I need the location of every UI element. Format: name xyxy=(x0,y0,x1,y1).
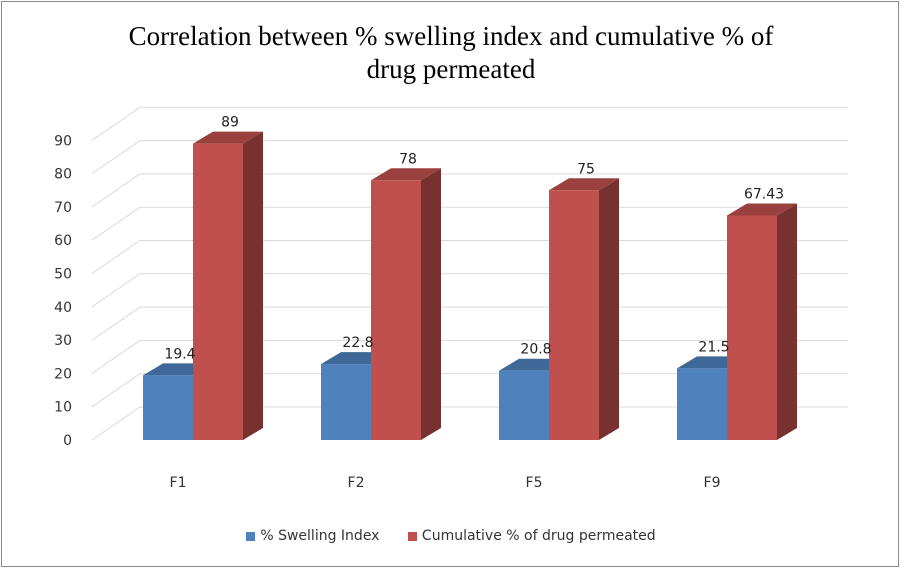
x-tick-label: F5 xyxy=(526,475,543,491)
data-label: 22.8 xyxy=(342,335,373,351)
bar-drug-permeated xyxy=(371,168,441,440)
data-label: 67.43 xyxy=(744,186,784,202)
legend-swatch-swelling-index xyxy=(246,531,256,541)
bar-front-face xyxy=(499,370,549,440)
y-tick-label: 20 xyxy=(54,366,72,382)
bar-front-face xyxy=(727,215,777,440)
y-tick-label: 60 xyxy=(54,233,72,249)
data-label: 20.8 xyxy=(520,342,551,358)
y-tick-label: 10 xyxy=(54,400,72,416)
bar-top-face xyxy=(727,203,797,216)
y-tick-label: 70 xyxy=(54,200,72,216)
gridline xyxy=(91,140,848,175)
legend-item-drug-permeated: Cumulative % of drug permeated xyxy=(407,528,656,544)
bar-front-face xyxy=(193,143,243,440)
bar-side-face xyxy=(777,203,797,440)
x-axis-ticks: F1 F2 F5 F9 xyxy=(170,475,721,491)
y-tick-label: 0 xyxy=(63,433,72,449)
bar-front-face xyxy=(549,190,599,440)
data-labels: 19.4 89 22.8 78 20.8 75 21.5 67.43 xyxy=(164,115,784,363)
bar-side-face xyxy=(421,168,441,440)
legend-item-swelling-index: % Swelling Index xyxy=(246,528,379,544)
chart-title-line-1: Correlation between % swelling index and… xyxy=(128,21,774,51)
data-label: 75 xyxy=(577,161,595,177)
data-label: 78 xyxy=(399,151,417,167)
bar-drug-permeated xyxy=(727,203,797,440)
x-tick-label: F1 xyxy=(170,475,187,491)
x-tick-label: F2 xyxy=(348,475,365,491)
bar-side-face xyxy=(243,131,263,440)
y-tick-label: 90 xyxy=(54,133,72,149)
y-tick-label: 40 xyxy=(54,300,72,316)
legend: % Swelling Index Cumulative % of drug pe… xyxy=(0,528,902,545)
bar-top-face xyxy=(549,178,619,191)
bar-front-face xyxy=(143,375,193,440)
data-label: 89 xyxy=(221,115,239,131)
bars xyxy=(143,131,797,440)
x-tick-label: F9 xyxy=(704,475,721,491)
y-tick-label: 50 xyxy=(54,267,72,283)
gridline xyxy=(91,173,848,208)
y-tick-label: 30 xyxy=(54,333,72,349)
y-axis-ticks: 0 10 20 30 40 50 60 70 80 90 xyxy=(54,133,72,449)
chart-title: Correlation between % swelling index and… xyxy=(0,20,902,86)
legend-label-drug-permeated: Cumulative % of drug permeated xyxy=(421,528,656,544)
legend-swatch-drug-permeated xyxy=(407,531,417,541)
bar-front-face xyxy=(371,180,421,440)
bar-drug-permeated xyxy=(549,178,619,440)
chart-title-line-2: drug permeated xyxy=(366,54,536,84)
bar-drug-permeated xyxy=(193,131,263,440)
legend-label-swelling-index: % Swelling Index xyxy=(260,528,380,544)
bar-side-face xyxy=(599,178,619,440)
gridline xyxy=(91,106,848,141)
bar-front-face xyxy=(321,364,371,440)
y-tick-label: 80 xyxy=(54,167,72,183)
data-label: 19.4 xyxy=(164,346,195,362)
bar-top-face xyxy=(193,131,263,144)
bar-top-face xyxy=(371,168,441,181)
data-label: 21.5 xyxy=(698,339,729,355)
bar-front-face xyxy=(677,368,727,440)
